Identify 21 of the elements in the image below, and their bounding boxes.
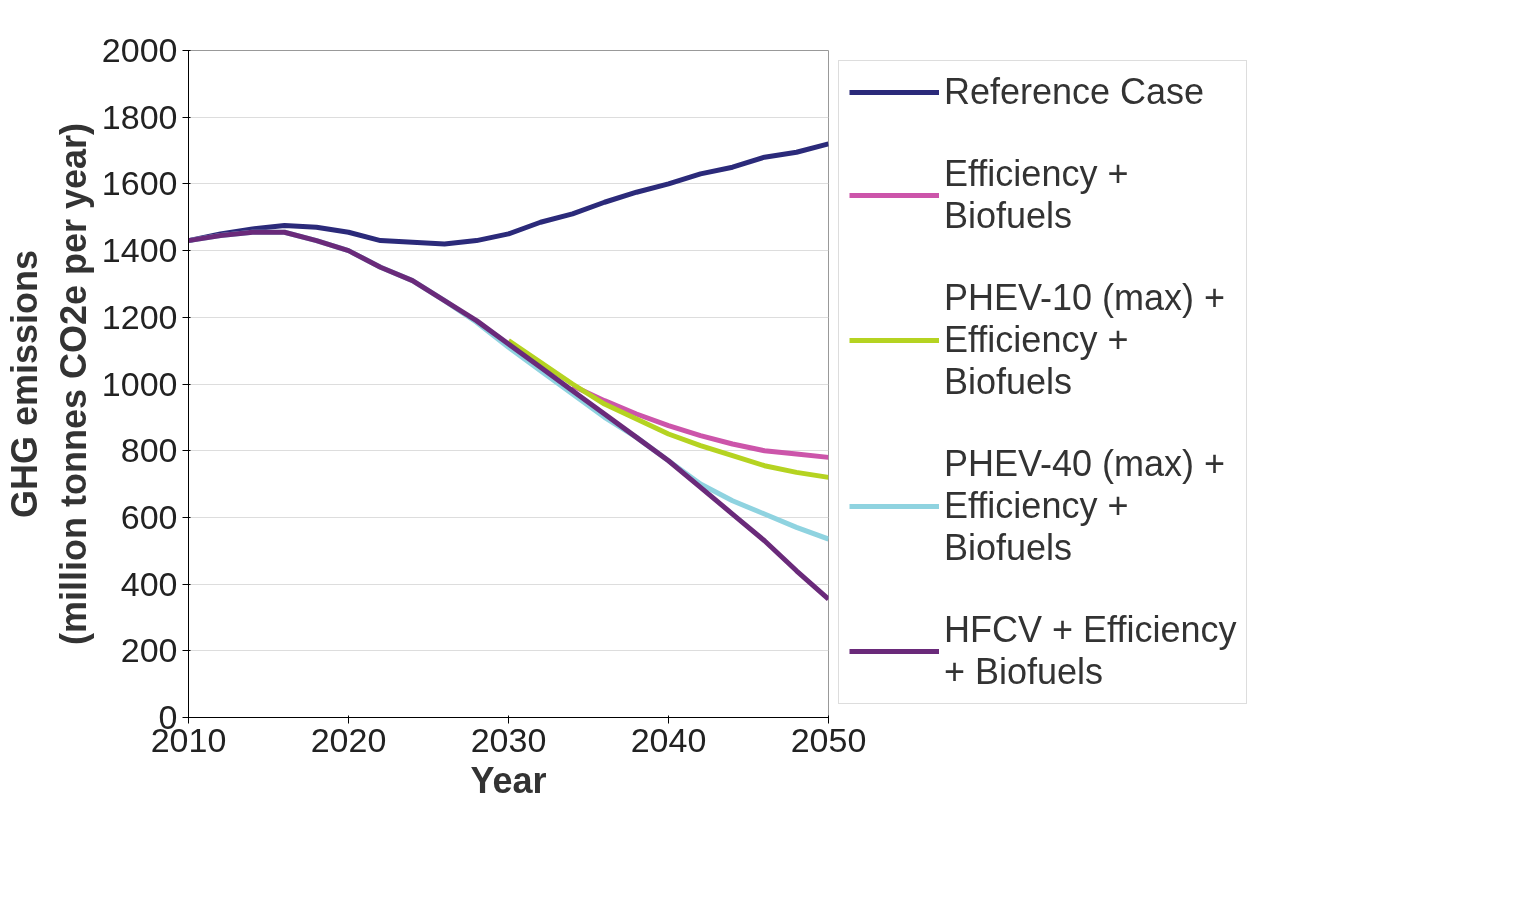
x-axis-title: Year <box>470 759 547 801</box>
legend-label: HFCV + Efficiency + Biofuels <box>944 609 1237 693</box>
y-tick-label: 1600 <box>101 164 178 203</box>
y-tick-label: 1400 <box>101 231 178 270</box>
y-tick-label: 400 <box>120 564 178 603</box>
y-tick-label: 600 <box>120 497 178 536</box>
x-tick-label: 2050 <box>790 720 867 759</box>
x-tick-label: 2030 <box>470 720 547 759</box>
legend-label: PHEV-10 (max) + Efficiency + Biofuels <box>944 277 1226 403</box>
y-axis-title: GHG emissions (million tonnes CO2e per year) <box>3 122 94 646</box>
y-tick-label: 1200 <box>101 297 178 336</box>
y-tick-label: 200 <box>120 631 178 670</box>
legend-label: Efficiency + Biofuels <box>944 153 1129 237</box>
y-tick-label: 1000 <box>101 364 178 403</box>
x-tick-label: 2040 <box>630 720 707 759</box>
y-tick-label: 2000 <box>101 31 178 69</box>
legend-label: PHEV-40 (max) + Efficiency + Biofuels <box>944 443 1226 569</box>
legend-label: Reference Case <box>944 71 1205 113</box>
y-tick-label: 1800 <box>101 97 178 136</box>
x-tick-label: 2020 <box>310 720 387 759</box>
y-tick-label: 800 <box>120 431 178 470</box>
